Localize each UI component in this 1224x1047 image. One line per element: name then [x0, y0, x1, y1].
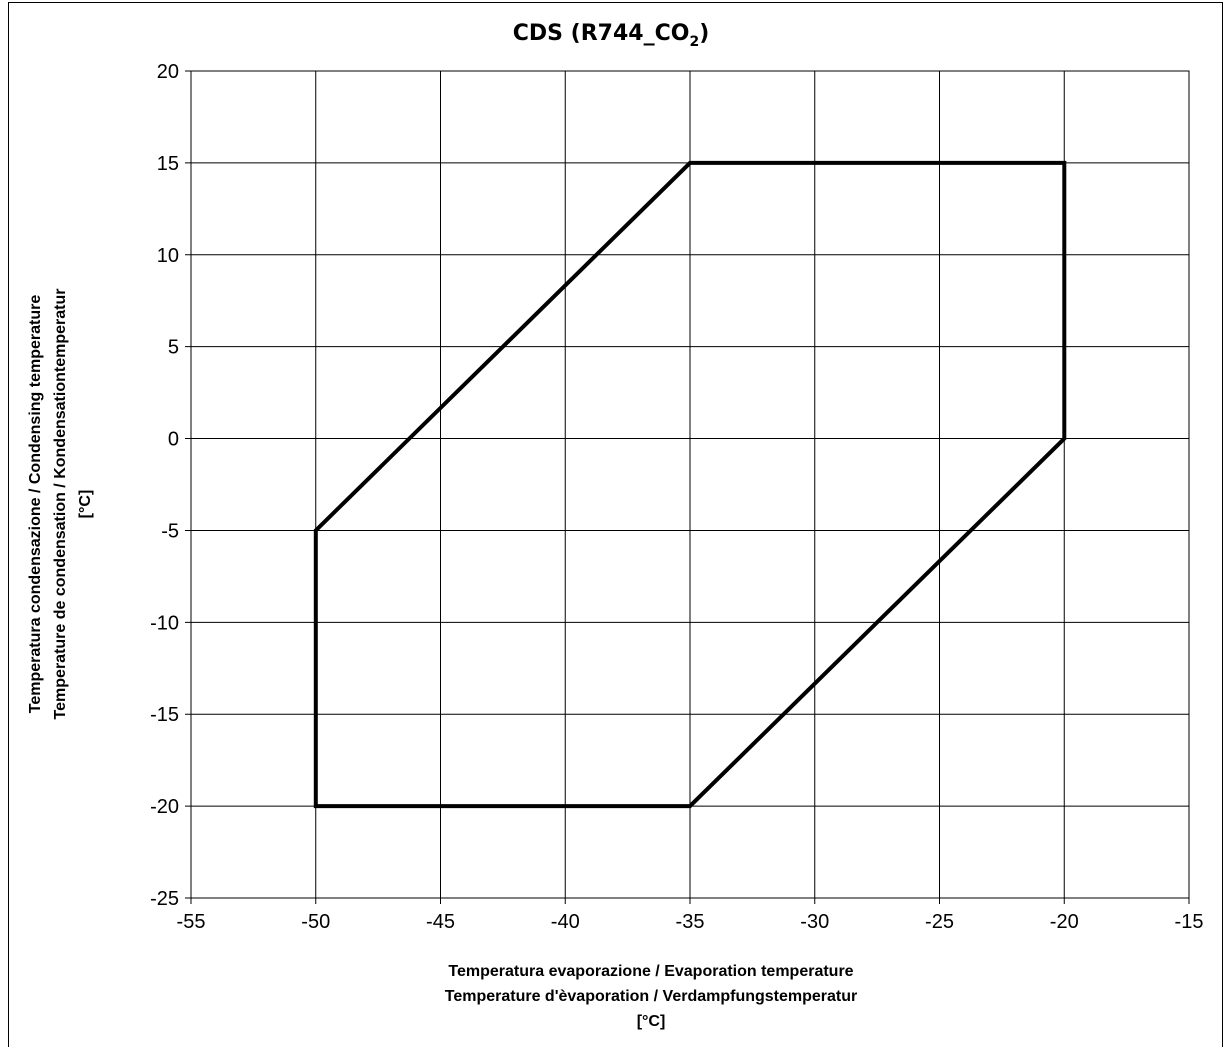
y-axis-title-line: [°C] [77, 490, 94, 519]
x-tick-label: -15 [1175, 911, 1204, 933]
x-axis-title-line: Temperature d'èvaporation / Verdampfungs… [445, 988, 858, 1005]
x-axis-title: Temperatura evaporazione / Evaporation t… [445, 963, 858, 1030]
y-tick-label: -15 [150, 704, 179, 726]
grid-layer [185, 70, 1190, 904]
envelope-line [313, 160, 1067, 809]
x-tick-label: -45 [426, 911, 455, 933]
y-tick-label: -10 [150, 612, 179, 634]
chart-title-close: ) [699, 21, 709, 46]
y-axis-title: Temperatura condensazione / Condensing t… [27, 289, 94, 720]
y-tick-label: 15 [157, 153, 179, 175]
y-tick-label: 5 [168, 337, 179, 359]
y-tick-label: -20 [150, 796, 179, 818]
x-axis-title-line: Temperatura evaporazione / Evaporation t… [448, 963, 853, 980]
x-tick-label: -55 [177, 911, 206, 933]
y-tick-label: 10 [157, 245, 179, 267]
chart-title-main: CDS (R744_CO [513, 21, 690, 46]
y-axis-title-line: Temperatura condensazione / Condensing t… [27, 295, 44, 714]
chart-frame [8, 2, 1223, 1047]
y-tick-labels: 20 15 10 5 0 -5 -10 -15 -20 -25 [150, 61, 179, 910]
x-tick-label: -35 [676, 911, 705, 933]
y-axis-title-line: Temperature de condensation / Kondensati… [52, 289, 69, 720]
x-tick-label: -40 [551, 911, 580, 933]
x-tick-label: -50 [301, 911, 330, 933]
x-axis-title-line: [°C] [637, 1013, 666, 1030]
x-tick-labels: -55 -50 -45 -40 -35 -30 -25 -20 -15 [177, 911, 1204, 933]
y-tick-label: -5 [161, 520, 179, 542]
x-tick-label: -30 [800, 911, 829, 933]
y-tick-label: -25 [150, 888, 179, 910]
y-tick-label: 20 [157, 61, 179, 83]
chart-title-subscript: 2 [689, 34, 699, 50]
chart-title: CDS (R744_CO2) [513, 21, 710, 50]
series-layer [313, 160, 1067, 809]
x-tick-label: -20 [1050, 911, 1079, 933]
y-tick-label: 0 [168, 429, 179, 451]
x-tick-label: -25 [925, 911, 954, 933]
